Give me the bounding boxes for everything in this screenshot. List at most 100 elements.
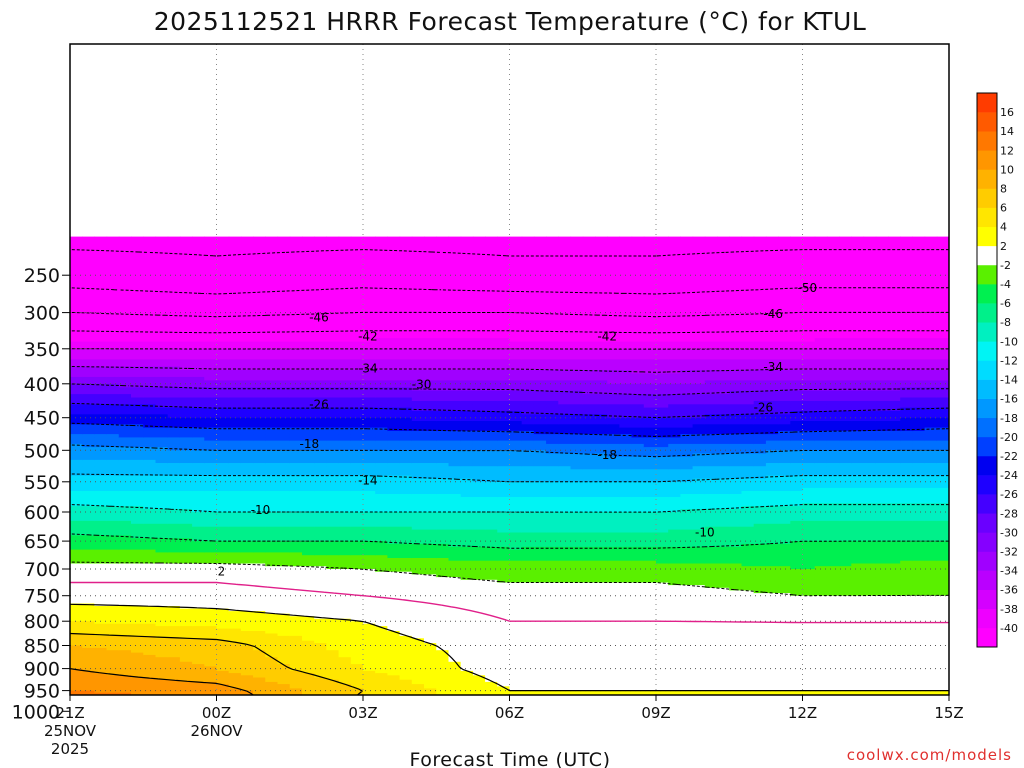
temperature-cell	[204, 571, 218, 575]
temperature-cell	[106, 478, 120, 483]
temperature-cell	[265, 721, 278, 724]
temperature-cell	[156, 701, 169, 704]
temperature-cell	[106, 520, 120, 525]
temperature-cell	[143, 463, 157, 467]
temperature-cell	[167, 282, 181, 288]
temperature-cell	[204, 566, 218, 570]
temperature-cell	[424, 390, 437, 395]
temperature-cell	[326, 305, 340, 310]
temperature-cell	[265, 394, 279, 399]
temperature-cell	[204, 484, 218, 489]
temperature-cell	[118, 633, 132, 637]
temperature-cell	[179, 312, 193, 317]
temperature-cell	[167, 414, 181, 419]
temperature-cell	[350, 690, 364, 694]
temperature-cell	[387, 397, 401, 402]
temperature-cell	[216, 478, 230, 483]
temperature-cell	[70, 582, 83, 586]
temperature-cell	[118, 645, 132, 649]
plot-area: -50-46 -46-42 -42-34 -34-30-26 -26-18-18-14-…	[70, 44, 949, 724]
temperature-cell	[70, 362, 83, 367]
temperature-cell	[350, 407, 364, 412]
temperature-cell	[106, 400, 120, 405]
temperature-cell	[106, 595, 120, 599]
temperature-cell	[131, 701, 144, 704]
temperature-cell	[314, 523, 327, 528]
temperature-cell	[118, 319, 132, 325]
temperature-cell	[240, 666, 254, 670]
temperature-cell	[82, 520, 95, 525]
temperature-cell	[204, 579, 218, 584]
temperature-cell	[192, 645, 205, 649]
temperature-cell	[424, 294, 437, 299]
temperature-cell	[363, 494, 376, 498]
temperature-cell	[131, 555, 144, 559]
temperature-cell	[411, 497, 425, 501]
temperature-cell	[143, 366, 157, 371]
temperature-cell	[228, 417, 242, 422]
temperature-cell	[106, 585, 120, 589]
temperature-cell	[106, 355, 120, 360]
temperature-cell	[253, 574, 266, 578]
temperature-cell	[265, 684, 279, 687]
temperature-cell	[326, 659, 340, 663]
temperature-cell	[143, 711, 156, 714]
temperature-cell	[94, 566, 108, 570]
temperature-cell	[289, 650, 303, 654]
temperature-cell	[155, 421, 169, 425]
temperature-cell	[314, 453, 327, 458]
temperature-cell	[253, 569, 266, 573]
temperature-cell	[302, 345, 315, 350]
temperature-cell	[228, 355, 242, 360]
temperature-cell	[143, 334, 157, 339]
temperature-cell	[167, 430, 181, 435]
temperature-cell	[399, 558, 413, 562]
temperature-cell	[107, 719, 120, 722]
temperature-cell	[143, 616, 157, 620]
temperature-cell	[338, 668, 352, 672]
temperature-cell	[253, 472, 266, 477]
temperature-cell	[167, 515, 181, 519]
temperature-cell	[167, 305, 181, 310]
temperature-cell	[326, 434, 340, 438]
temperature-cell	[253, 543, 266, 548]
temperature-cell	[411, 538, 425, 542]
temperature-cell	[350, 297, 364, 303]
temperature-cell	[131, 308, 144, 314]
temperature-cell	[363, 535, 376, 539]
temperature-cell	[155, 275, 169, 280]
temperature-cell	[265, 631, 279, 634]
temperature-cell	[289, 348, 303, 353]
temperature-cell	[118, 532, 132, 536]
temperature-cell	[424, 463, 437, 467]
temperature-cell	[131, 616, 144, 620]
temperature-cell	[399, 478, 413, 483]
temperature-cell	[167, 686, 181, 690]
temperature-cell	[289, 560, 303, 565]
temperature-cell	[424, 373, 437, 378]
temperature-cell	[106, 491, 120, 495]
temperature-cell	[70, 240, 83, 245]
temperature-cell	[302, 259, 315, 265]
temperature-cell	[192, 407, 205, 412]
temperature-cell	[204, 478, 218, 483]
temperature-cell	[387, 469, 401, 473]
temperature-cell	[424, 383, 437, 388]
temperature-cell	[131, 717, 144, 720]
temperature-cell	[302, 585, 315, 589]
temperature-cell	[326, 616, 340, 620]
temperature-cell	[265, 608, 279, 612]
temperature-cell	[363, 503, 376, 507]
temperature-cell	[192, 579, 205, 584]
temperature-cell	[363, 657, 376, 661]
temperature-cell	[94, 263, 108, 269]
temperature-cell	[289, 555, 303, 559]
temperature-cell	[82, 456, 95, 461]
temperature-cell	[338, 587, 352, 591]
temperature-cell	[240, 535, 254, 539]
temperature-cell	[363, 407, 376, 412]
temperature-cell	[350, 679, 364, 683]
temperature-cell	[387, 681, 401, 685]
temperature-cell	[387, 290, 401, 295]
temperature-cell	[240, 447, 254, 451]
